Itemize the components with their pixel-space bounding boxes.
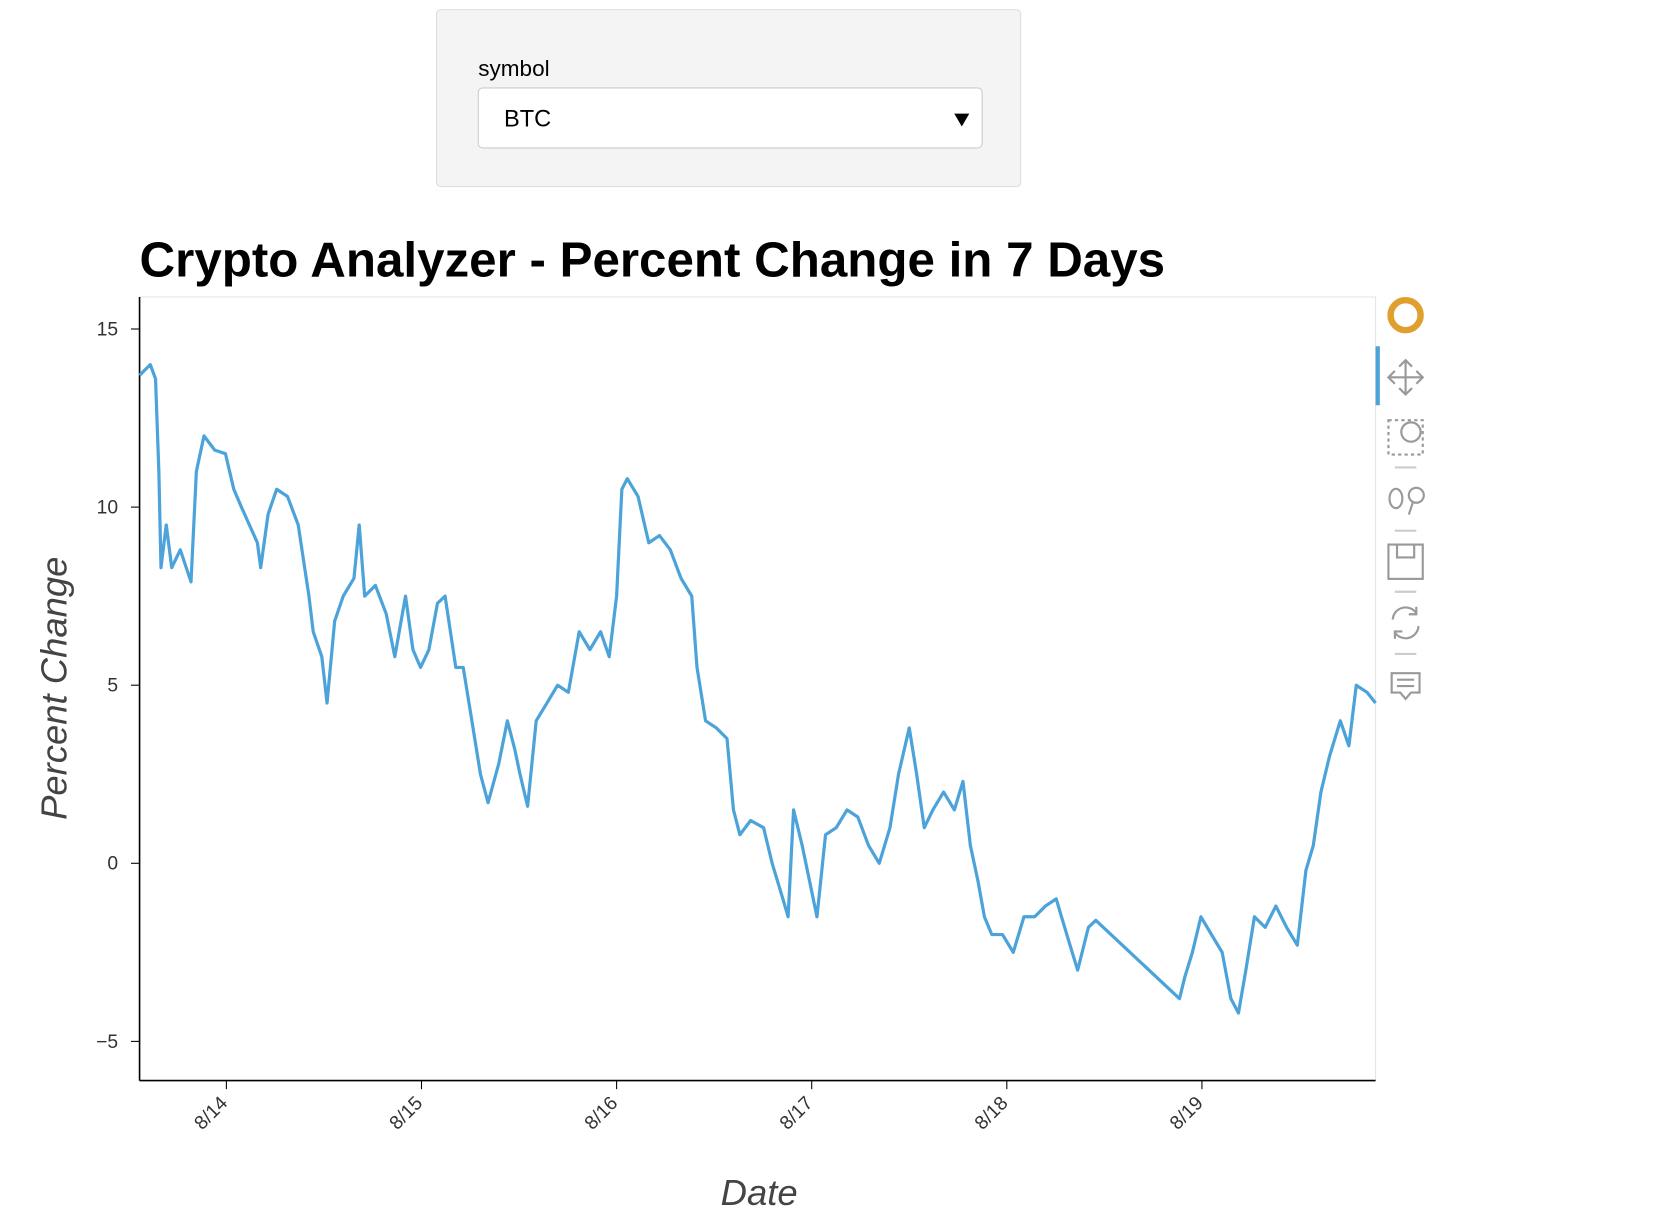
- x-tick-label: 8/19: [1166, 1093, 1207, 1134]
- x-tick-label: 8/16: [581, 1093, 622, 1134]
- toolbar-separators: [1394, 466, 1417, 655]
- y-tick-label: 0: [107, 854, 118, 875]
- data-line: [138, 362, 1377, 1015]
- plot-area: [139, 296, 1377, 1082]
- wheel-zoom-tool[interactable]: [1388, 486, 1425, 515]
- x-tick-label: 8/18: [971, 1093, 1012, 1134]
- y-tick-label: 15: [97, 319, 118, 340]
- box-zoom-lens[interactable]: [1400, 421, 1422, 443]
- y-tick-label: −5: [96, 1032, 118, 1053]
- save-tool[interactable]: [1387, 543, 1424, 580]
- select-label: symbol: [478, 56, 549, 81]
- select-arrow[interactable]: [954, 113, 970, 127]
- y-tick-label: 10: [97, 498, 118, 519]
- toolbar: [1375, 296, 1425, 701]
- chart-title: Crypto Analyzer - Percent Change in 7 Da…: [140, 233, 1166, 288]
- pan-tool[interactable]: [1386, 358, 1425, 397]
- hover-tool[interactable]: [1390, 672, 1421, 701]
- x-tick-label: 8/14: [191, 1093, 233, 1135]
- save-icon[interactable]: [1395, 544, 1416, 559]
- y-tick-label: 5: [107, 676, 118, 697]
- y-axis-label: Percent Change: [34, 557, 75, 820]
- logo[interactable]: [1387, 296, 1424, 334]
- symbol-select[interactable]: [477, 87, 983, 149]
- active-tool-marker: [1375, 346, 1380, 406]
- x-tick-label: 8/15: [386, 1093, 427, 1134]
- x-axis-label: Date: [721, 1172, 798, 1206]
- select-value[interactable]: BTC: [504, 105, 551, 131]
- reset-tool[interactable]: [1391, 606, 1420, 640]
- box-zoom-tool[interactable]: [1387, 419, 1424, 456]
- x-tick-label: 8/17: [776, 1093, 817, 1134]
